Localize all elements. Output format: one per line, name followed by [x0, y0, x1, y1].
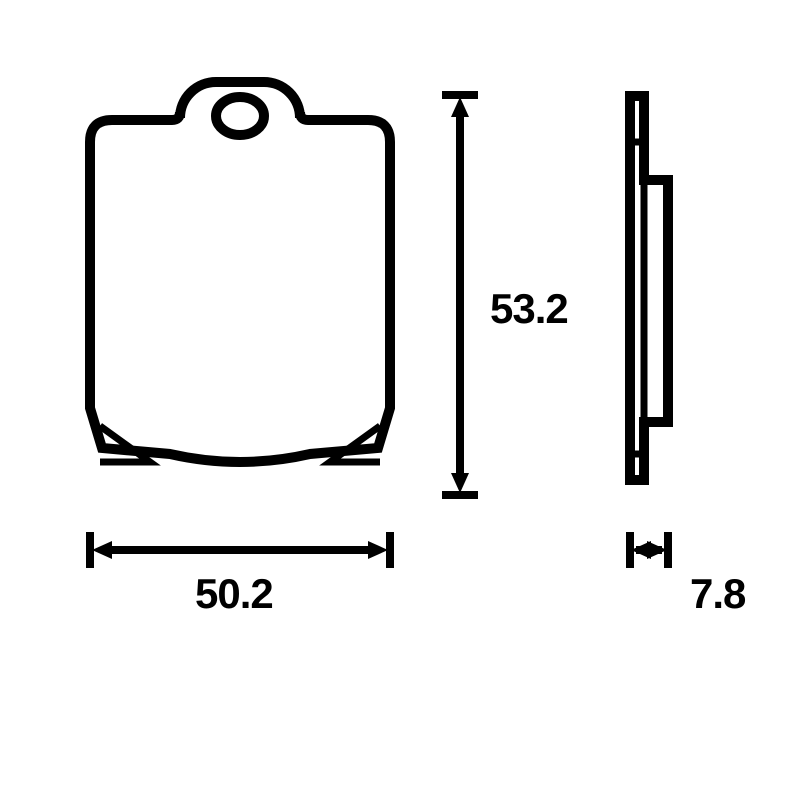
- technical-drawing: [0, 0, 800, 800]
- width-label: 50.2: [195, 570, 273, 618]
- height-label: 53.2: [490, 285, 568, 333]
- thickness-label: 7.8: [690, 570, 745, 618]
- dimension-width: [90, 532, 390, 568]
- dimension-height: [442, 95, 478, 495]
- dimension-thickness: [630, 532, 668, 568]
- front-view: [90, 82, 390, 462]
- side-view: [630, 96, 668, 480]
